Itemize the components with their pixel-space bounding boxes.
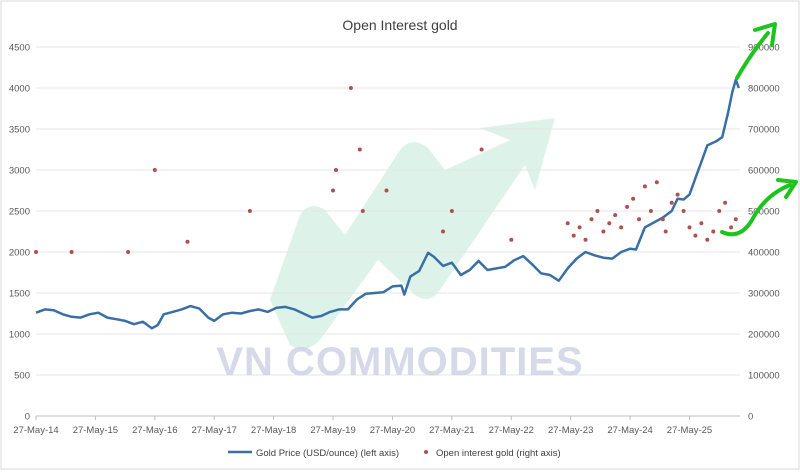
open-interest-point — [681, 209, 686, 213]
right-tick-label: 200000 — [748, 330, 780, 341]
open-interest-point — [675, 192, 680, 197]
open-interest-point — [441, 229, 445, 234]
open-interest-point — [601, 229, 606, 234]
open-interest-series — [34, 86, 738, 254]
open-interest-point — [247, 209, 252, 213]
chart-title: Open Interest gold — [342, 17, 457, 33]
open-interest-point — [509, 237, 514, 242]
open-interest-point — [607, 221, 612, 226]
left-tick-label: 4500 — [9, 43, 30, 54]
right-tick-label: 700000 — [748, 125, 780, 136]
right-tick-label: 900000 — [748, 43, 780, 54]
open-interest-point — [631, 196, 636, 201]
x-tick-label: 27-May-25 — [667, 425, 712, 436]
left-tick-label: 3500 — [9, 125, 30, 136]
open-interest-point — [348, 86, 353, 90]
right-tick-label: 100000 — [748, 371, 780, 382]
legend-dot-swatch — [424, 450, 428, 454]
open-interest-point — [729, 225, 734, 230]
open-interest-point — [711, 229, 716, 234]
open-interest-point — [595, 209, 600, 213]
left-tick-label: 3000 — [9, 166, 30, 177]
open-interest-point — [357, 147, 362, 152]
x-tick-label: 27-May-17 — [192, 425, 237, 436]
background-trend-arrow — [270, 118, 555, 349]
open-interest-point — [693, 233, 698, 238]
right-tick-label: 300000 — [748, 289, 780, 300]
watermark: VN COMMODITIES — [216, 340, 583, 384]
open-interest-point — [625, 204, 630, 209]
left-tick-label: 2500 — [9, 207, 30, 218]
open-interest-point — [360, 209, 365, 213]
right-tick-label: 600000 — [748, 166, 780, 177]
green-upward-arrow — [735, 22, 777, 80]
open-interest-point — [637, 217, 641, 222]
x-tick-label: 27-May-20 — [370, 425, 415, 436]
open-interest-point — [717, 209, 722, 213]
x-tick-label: 27-May-18 — [251, 425, 296, 436]
open-interest-point — [34, 250, 38, 254]
open-interest-point — [126, 250, 131, 254]
legend-open-interest: Open interest gold (right axis) — [436, 448, 561, 459]
open-interest-point — [733, 217, 738, 222]
left-axis: 0 500 1000 1500 2000 2500 3000 3500 4000 4500 — [9, 43, 30, 423]
open-interest-point — [479, 147, 484, 152]
open-interest-point — [619, 225, 624, 230]
open-interest-point — [334, 168, 338, 172]
open-interest-point — [663, 229, 668, 234]
open-interest-point — [185, 239, 190, 244]
left-tick-label: 1000 — [9, 330, 30, 341]
legend-gold-price: Gold Price (USD/ounce) (left axis) — [256, 448, 399, 459]
open-interest-point — [613, 213, 618, 218]
open-interest-point — [642, 184, 647, 189]
left-tick-label: 2000 — [9, 248, 30, 259]
x-tick-label: 27-May-19 — [310, 425, 355, 436]
gold-price-line — [35, 78, 740, 330]
x-tick-label: 27-May-16 — [132, 425, 177, 436]
open-interest-point — [577, 225, 582, 230]
open-interest-point — [152, 168, 157, 172]
open-interest-point — [660, 217, 665, 222]
open-interest-point — [565, 221, 570, 226]
open-interest-point — [449, 209, 454, 213]
left-tick-label: 4000 — [9, 84, 30, 95]
open-interest-point — [331, 188, 335, 193]
open-interest-point — [583, 237, 588, 242]
green-curved-arrow — [720, 178, 798, 237]
open-interest-point — [571, 233, 576, 238]
right-axis: 0 100000 200000 300000 400000 500000 600000 700… — [748, 43, 780, 423]
open-interest-point — [69, 250, 74, 254]
open-interest-point — [699, 221, 704, 226]
open-interest-point — [648, 209, 653, 213]
x-tick-label: 27-May-23 — [548, 425, 593, 436]
gold-price-series — [35, 78, 740, 330]
open-interest-point — [723, 200, 728, 205]
open-interest-point — [669, 200, 674, 205]
left-tick-label: 500 — [14, 371, 30, 382]
open-interest-point — [589, 217, 594, 222]
open-interest-point — [705, 237, 710, 242]
right-tick-label: 400000 — [748, 248, 780, 259]
legend: Gold Price (USD/ounce) (left axis) Open … — [228, 448, 561, 459]
left-tick-label: 0 — [25, 412, 30, 423]
right-tick-label: 0 — [748, 412, 753, 423]
x-tick-label: 27-May-24 — [607, 425, 652, 436]
x-tick-label: 27-May-15 — [73, 425, 118, 436]
open-interest-point — [384, 188, 389, 193]
x-tick-label: 27-May-22 — [489, 425, 534, 436]
x-tick-label: 27-May-14 — [13, 425, 58, 436]
x-tick-label: 27-May-21 — [429, 425, 474, 436]
left-tick-label: 1500 — [9, 289, 30, 300]
open-interest-point — [654, 180, 659, 185]
right-tick-label: 500000 — [748, 207, 780, 218]
open-interest-point — [687, 225, 692, 230]
x-axis: 27-May-14 27-May-15 27-May-16 27-May-17 27-M… — [13, 415, 740, 436]
right-tick-label: 800000 — [748, 84, 780, 95]
